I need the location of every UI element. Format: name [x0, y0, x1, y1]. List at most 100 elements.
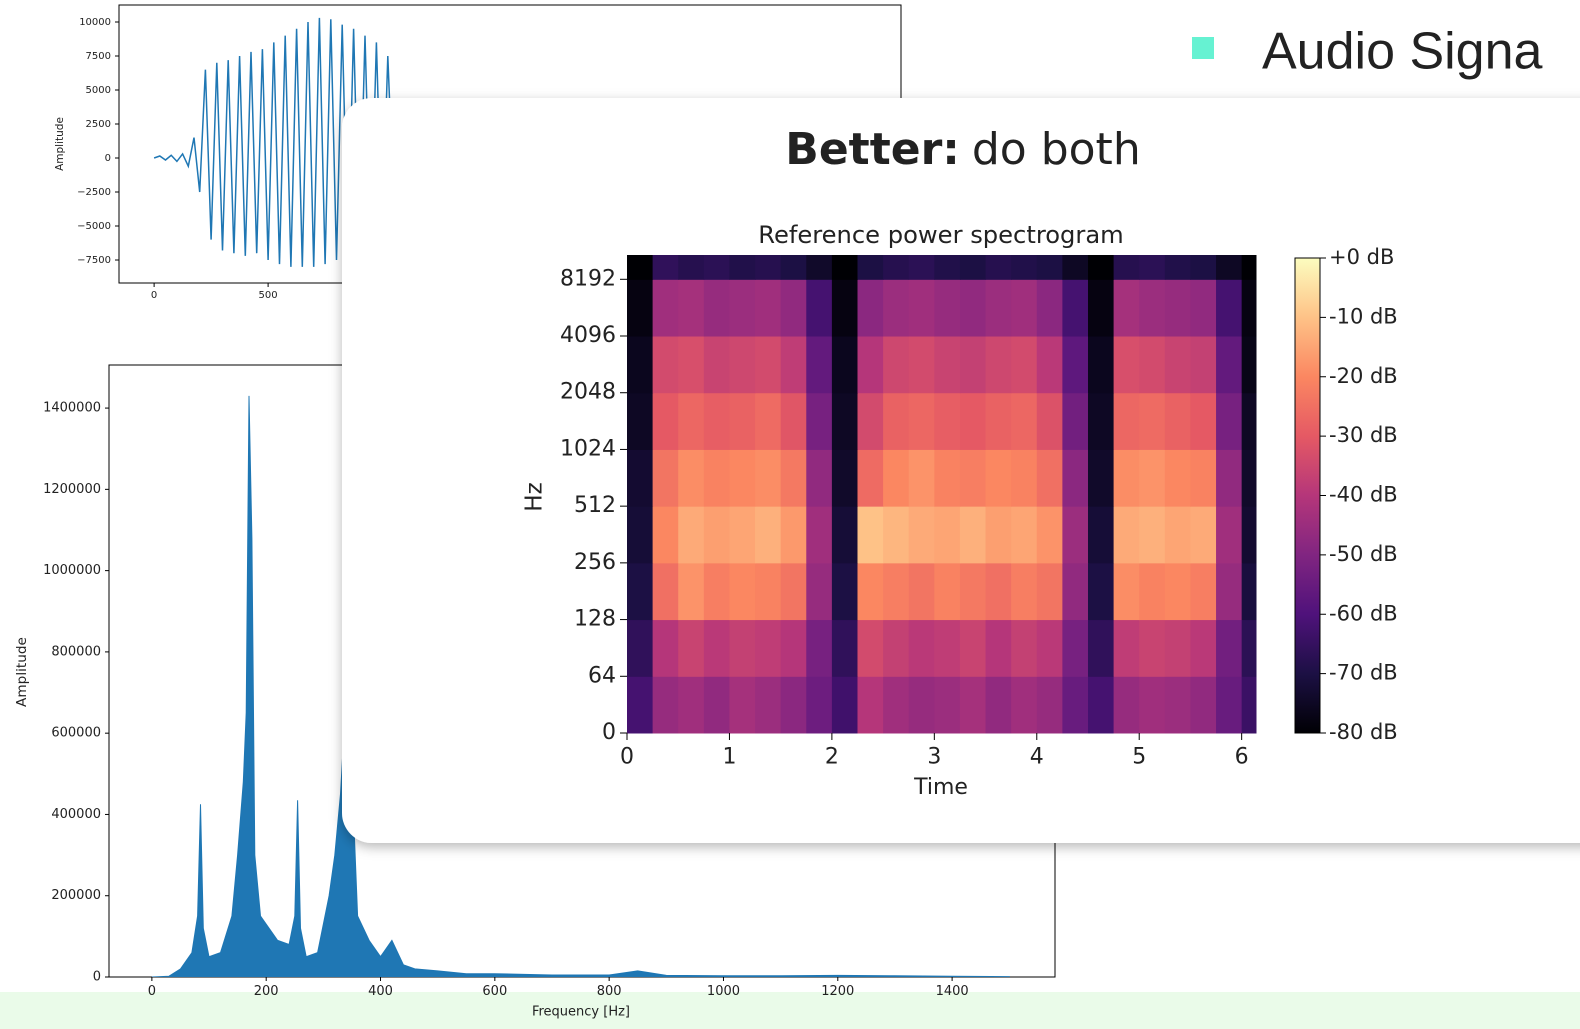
colorbar [1294, 257, 1321, 734]
heatmap-cell [1139, 279, 1166, 337]
heatmap-cell [934, 255, 961, 280]
heatmap-cell [1036, 676, 1063, 734]
heatmap-cell [934, 506, 961, 564]
x-tick-label: 0 [148, 984, 156, 999]
heatmap-cell [985, 562, 1012, 621]
heatmap-cell [985, 392, 1012, 450]
heatmap-cell [857, 619, 884, 677]
heatmap-cell [1216, 255, 1243, 280]
heatmap-cell [1216, 676, 1243, 734]
heatmap-cell [678, 279, 705, 337]
heatmap-cell [780, 562, 807, 621]
heatmap-cell [959, 279, 987, 337]
heatmap-cell [627, 279, 654, 337]
x-tick-label: 1200 [821, 984, 854, 999]
heatmap-cell [806, 562, 833, 621]
heatmap-cell [703, 562, 730, 621]
heatmap-cell [1087, 562, 1115, 621]
colorbar-tick-label: -30 dB [1329, 423, 1398, 447]
heatmap-cell [1241, 336, 1257, 394]
heatmap-cell [1164, 619, 1191, 677]
heatmap-cell [959, 449, 987, 507]
heatmap-cell [857, 279, 884, 337]
x-tick-label: 0 [620, 745, 634, 770]
heatmap-cell [934, 449, 961, 507]
heatmap-cell [831, 336, 858, 394]
heatmap-cell [1241, 562, 1257, 621]
heatmap-cell [985, 336, 1012, 394]
heatmap-cell [1062, 279, 1089, 337]
x-tick-label: 1 [722, 745, 736, 770]
heatmap-cell [1241, 392, 1257, 450]
heatmap-cell [1011, 392, 1038, 450]
heatmap-cell [883, 676, 910, 734]
heatmap-cell [1087, 336, 1115, 394]
heatmap-cell [908, 392, 935, 450]
heatmap-cell [1190, 562, 1217, 621]
heatmap-cell [1216, 506, 1243, 564]
x-tick-label: 500 [259, 290, 278, 301]
heatmap-cell [1087, 392, 1115, 450]
heatmap-cell [729, 506, 756, 564]
x-tick-label: 600 [482, 984, 507, 999]
heatmap-cell [908, 506, 935, 564]
heatmap-cell [652, 336, 679, 394]
colorbar-tick-label: -20 dB [1329, 364, 1398, 388]
heatmap-cell [780, 255, 807, 280]
heatmap-cell [1062, 506, 1089, 564]
heatmap-cell [1087, 255, 1115, 280]
y-tick-label: 800000 [51, 644, 101, 659]
heatmap-cell [780, 392, 807, 450]
heatmap-cell [1036, 255, 1063, 280]
heatmap-cell [780, 506, 807, 564]
bullet [1192, 37, 1214, 59]
heatmap-cell [883, 392, 910, 450]
heatmap-cell [729, 336, 756, 394]
heatmap-cell [729, 676, 756, 734]
x-tick-label: 2 [825, 745, 839, 770]
colorbar-tick-label: +0 dB [1329, 245, 1394, 269]
heatmap-cell [1036, 392, 1063, 450]
y-tick-label: 4096 [560, 323, 616, 348]
heatmap-cell [1139, 676, 1166, 734]
heatmap-cell [1190, 279, 1217, 337]
x-tick-label: 4 [1030, 745, 1044, 770]
x-tick-label: 1000 [707, 984, 740, 999]
heatmap-cell [652, 449, 679, 507]
colorbar-tick-label: -40 dB [1329, 483, 1398, 507]
heatmap-cell [652, 619, 679, 677]
heatmap-cell [883, 619, 910, 677]
heatmap-cell [806, 619, 833, 677]
heatmap-cell [1113, 619, 1140, 677]
spectrogram-chart: 0 64 128 256 512 1024 2048 4096 8192 0 1 2 3 4 5 6 Hz Tim… [522, 221, 1398, 800]
heatmap-cell [703, 506, 730, 564]
heatmap-cell [1036, 449, 1063, 507]
heatmap-cell [1062, 619, 1089, 677]
heatmap-cell [703, 255, 730, 280]
heatmap-cell [806, 255, 833, 280]
y-axis-label: Amplitude [14, 637, 30, 707]
heatmap-cell [1087, 279, 1115, 337]
y-axis-label: Amplitude [54, 117, 66, 171]
x-tick-label: 800 [597, 984, 622, 999]
colorbar-tick-label: -50 dB [1329, 542, 1398, 566]
heatmap-cell [1113, 506, 1140, 564]
heatmap-cell [831, 255, 858, 280]
y-tick-label: 128 [574, 607, 616, 632]
y-tick-label: 10000 [79, 17, 111, 28]
y-tick-label: 2048 [560, 380, 616, 405]
heatmap-cell [627, 255, 654, 280]
heatmap-cell [985, 619, 1012, 677]
y-tick-label: −5000 [77, 221, 111, 232]
heatmap-cell [652, 676, 679, 734]
heatmap-cell [908, 676, 935, 734]
heatmap-cell [780, 619, 807, 677]
y-tick-label: 64 [588, 663, 616, 688]
heatmap-cell [780, 676, 807, 734]
heatmap-cell [1036, 336, 1063, 394]
heatmap-cell [755, 255, 782, 280]
x-tick-label: 200 [254, 984, 279, 999]
heatmap-cell [934, 562, 961, 621]
y-tick-label: 8192 [560, 266, 616, 291]
heatmap-cell [959, 676, 987, 734]
